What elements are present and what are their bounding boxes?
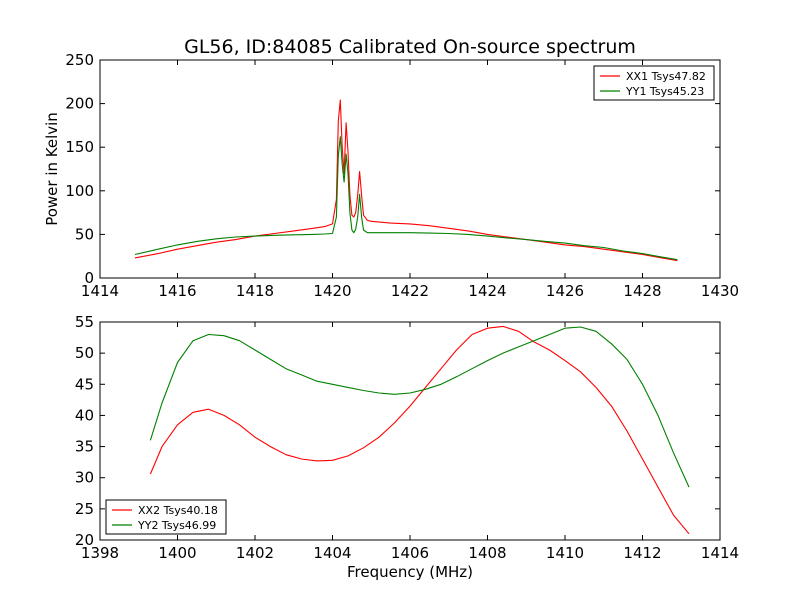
series-line-0-1: [134, 136, 678, 261]
y-tick-label-0-1: 50: [75, 225, 94, 243]
x-tick-label-1-1: 1400: [158, 544, 196, 562]
y-tick-label-1-5: 45: [75, 375, 94, 393]
x-tick-label-0-8: 1430: [701, 282, 739, 300]
x-tick-label-1-2: 1402: [236, 544, 274, 562]
x-axis-label: Frequency (MHz): [347, 563, 473, 581]
legend-label-0-0: XX1 Tsys47.82: [626, 70, 706, 83]
legend-label-1-1: YY2 Tsys46.99: [137, 519, 216, 532]
y-tick-label-0-0: 0: [84, 269, 94, 287]
y-tick-label-0-2: 100: [65, 182, 94, 200]
x-tick-label-1-7: 1412: [623, 544, 661, 562]
x-tick-label-0-7: 1428: [623, 282, 661, 300]
chart-title: GL56, ID:84085 Calibrated On-source spec…: [184, 36, 636, 58]
x-tick-label-1-3: 1404: [313, 544, 351, 562]
x-tick-label-0-3: 1420: [313, 282, 351, 300]
y-axis-label: Power in Kelvin: [43, 112, 61, 226]
legend-1: XX2 Tsys40.18 YY2 Tsys46.99: [105, 499, 227, 535]
x-tick-label-0-0: 1414: [81, 282, 119, 300]
legend-label-1-0: XX2 Tsys40.18: [138, 504, 218, 517]
x-tick-label-0-2: 1418: [236, 282, 274, 300]
y-tick-label-0-4: 200: [65, 95, 94, 113]
x-tick-label-0-6: 1426: [546, 282, 584, 300]
y-tick-label-1-2: 30: [75, 469, 94, 487]
x-tick-label-1-4: 1406: [391, 544, 429, 562]
legend-box-1: [105, 499, 227, 535]
y-tick-label-1-7: 55: [75, 313, 94, 331]
legend-box-0: [593, 65, 715, 101]
x-tick-label-1-0: 1398: [81, 544, 119, 562]
x-tick-label-1-6: 1410: [546, 544, 584, 562]
legend-0: XX1 Tsys47.82 YY1 Tsys45.23: [593, 65, 715, 101]
y-tick-label-1-6: 50: [75, 344, 94, 362]
y-tick-label-1-4: 40: [75, 406, 94, 424]
y-tick-label-0-3: 150: [65, 138, 94, 156]
y-tick-label-1-3: 35: [75, 438, 94, 456]
legend-label-0-1: YY1 Tsys45.23: [625, 85, 704, 98]
x-tick-label-0-4: 1422: [391, 282, 429, 300]
x-tick-label-1-8: 1414: [701, 544, 739, 562]
top-panel: 1414 1416 1418 1420 1422 1424 1426 1428 1430 0 50 1…: [65, 51, 739, 300]
x-tick-label-1-5: 1408: [468, 544, 506, 562]
y-tick-label-1-1: 25: [75, 500, 94, 518]
x-tick-label-0-1: 1416: [158, 282, 196, 300]
series-line-0-0: [134, 99, 678, 262]
y-tick-label-0-5: 250: [65, 51, 94, 69]
series-line-1-1: [149, 326, 690, 488]
bottom-panel: 1398 1400 1402 1404 1406 1408 1410 1412 1414 20 25…: [75, 313, 739, 562]
x-tick-label-0-5: 1424: [468, 282, 506, 300]
series-line-1-0: [149, 325, 690, 535]
y-tick-label-1-0: 20: [75, 531, 94, 549]
